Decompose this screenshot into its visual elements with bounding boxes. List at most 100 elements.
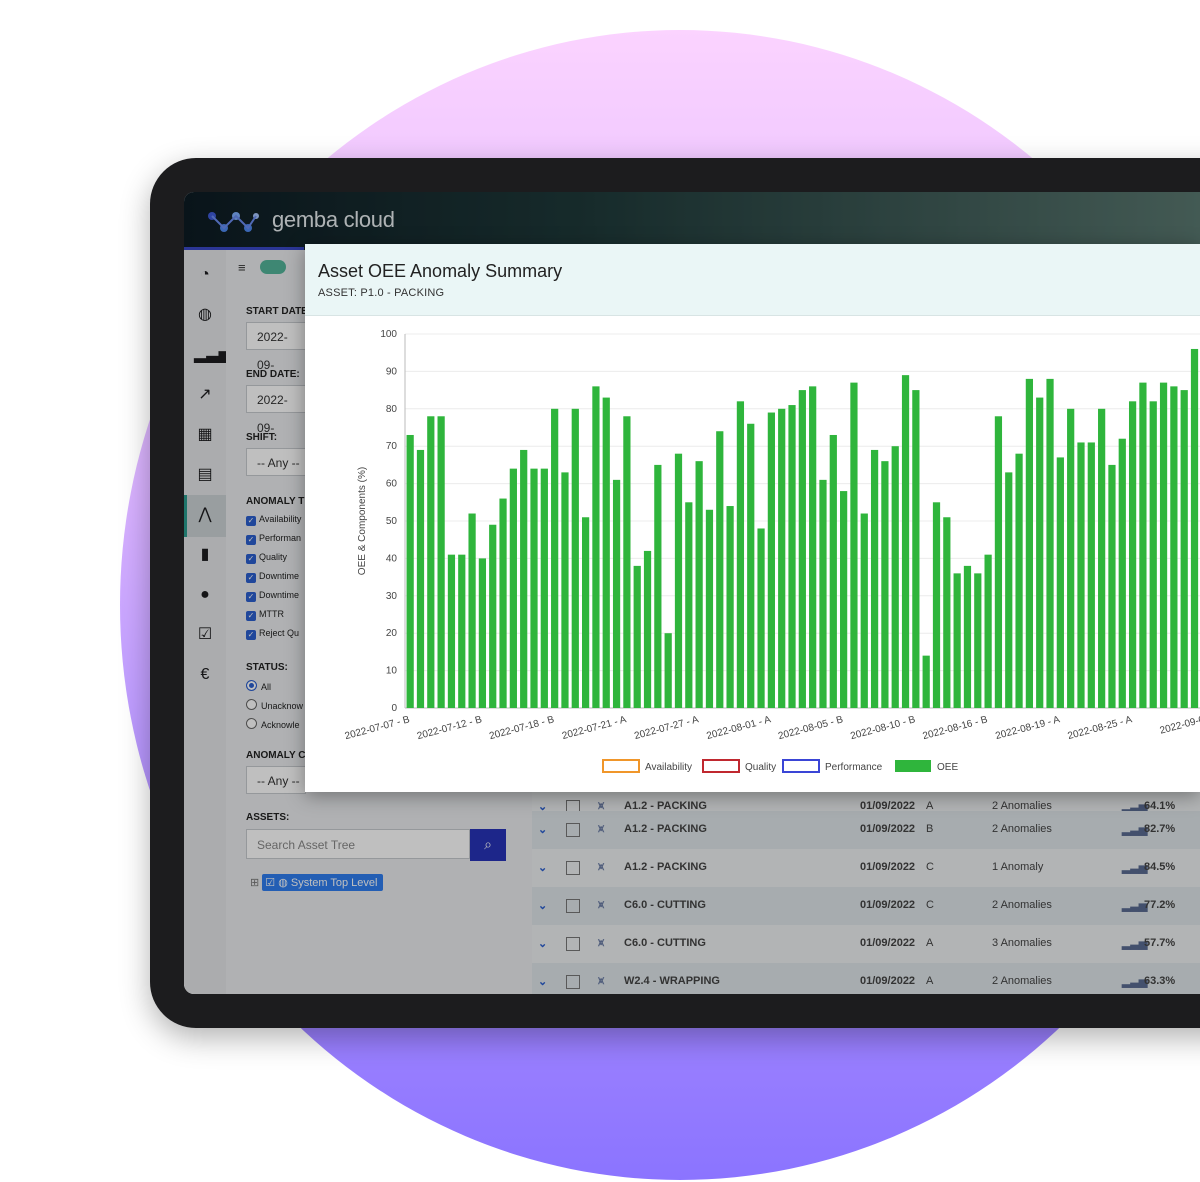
row-date: 01/09/2022 — [860, 975, 916, 987]
table-row[interactable]: ⌄ ⩙ A1.2 - PACKING 01/09/2022 B 2 Anomal… — [532, 811, 1200, 849]
row-shift: C — [926, 861, 934, 873]
topbar-accent — [184, 247, 304, 250]
trend-icon[interactable]: ↗ — [198, 386, 212, 403]
calendar-edit-icon[interactable]: ▤ — [197, 466, 213, 483]
status-unacknowledged-radio[interactable]: Unacknow — [246, 699, 303, 711]
oee-bar — [643, 550, 652, 708]
row-shift: A — [926, 937, 934, 949]
status-all-radio[interactable]: All — [246, 680, 271, 692]
start-date-input[interactable]: 2022-09- — [246, 322, 306, 372]
sidebar-active-highlight — [184, 495, 229, 537]
anomaly-icon[interactable]: ⋀ — [198, 506, 212, 523]
row-anomalies[interactable]: 3 Anomalies — [992, 937, 1052, 949]
anomaly-type-performance[interactable]: ✓ Performan — [246, 533, 302, 545]
filter-toggle[interactable] — [260, 260, 286, 274]
tree-root-node[interactable]: ☑ ◍ System Top Level — [262, 874, 384, 891]
table-row[interactable]: ⌄ ⩙ A1.2 - PACKING 01/09/2022 A 2 Anomal… — [532, 788, 1200, 826]
chevron-down-icon[interactable]: ⌄ — [538, 938, 548, 950]
row-anomalies[interactable]: 2 Anomalies — [992, 823, 1052, 835]
brand-name: gemba cloud — [272, 207, 395, 232]
anomaly-type-mttr[interactable]: ✓ MTTR — [246, 609, 284, 621]
table-row[interactable]: ⌄ ⩙ C6.0 - CUTTING 01/09/2022 C 2 Anomal… — [532, 887, 1200, 925]
status-acknowledged-radio[interactable]: Acknowle — [246, 718, 300, 730]
y-tick-label: 30 — [386, 591, 398, 602]
modal-title: Asset OEE Anomaly Summary — [318, 261, 563, 281]
y-axis-label: OEE & Components (%) — [357, 467, 368, 575]
asset-tree: ⊞ ☑ ◍ System Top Level — [250, 874, 384, 891]
y-tick-label: 100 — [380, 329, 397, 340]
oee-bar — [664, 633, 672, 708]
legend-label: Availability — [645, 762, 692, 773]
oee-bar — [912, 390, 920, 708]
bulb-icon[interactable]: ● — [200, 586, 210, 603]
oee-bar — [654, 464, 662, 708]
anomaly-type-downtime[interactable]: ✓ Downtime — [246, 571, 300, 583]
oee-bar — [767, 412, 775, 708]
chevron-down-icon[interactable]: ⌄ — [538, 976, 548, 988]
table-row[interactable]: ⌄ ⩙ A1.2 - PACKING 01/09/2022 C 1 Anomal… — [532, 849, 1200, 887]
row-anomalies[interactable]: 2 Anomalies — [992, 800, 1052, 812]
filter-settings-icon[interactable]: ≡ — [238, 260, 246, 275]
anomaly-c-label: ANOMALY C — [246, 750, 306, 761]
search-icon[interactable]: ⌕ — [470, 829, 506, 861]
anomaly-type-availability[interactable]: ✓ Availability — [246, 514, 302, 526]
y-tick-label: 80 — [386, 404, 398, 415]
anomaly-type-reject-quality[interactable]: ✓ Reject Qu — [246, 628, 300, 640]
table-row[interactable]: ⌄ ⩙ C6.0 - CUTTING 01/09/2022 A 3 Anomal… — [532, 925, 1200, 963]
oee-bar — [994, 416, 1003, 708]
assets-label: ASSETS: — [246, 812, 290, 823]
oee-bar — [1067, 408, 1075, 708]
row-checkbox[interactable] — [566, 899, 580, 913]
chevron-down-icon[interactable]: ⌄ — [538, 862, 548, 874]
asset-search-input[interactable]: Search Asset Tree — [246, 829, 470, 859]
row-anomalies[interactable]: 2 Anomalies — [992, 899, 1052, 911]
oee-bar — [819, 479, 827, 708]
oee-bar — [1180, 390, 1188, 708]
chevron-down-icon[interactable]: ⌄ — [538, 824, 548, 836]
chevron-down-icon[interactable]: ⌄ — [538, 900, 548, 912]
oee-bar — [551, 408, 559, 708]
shift-label: SHIFT: — [246, 432, 278, 443]
row-checkbox[interactable] — [566, 975, 580, 989]
chevron-down-icon[interactable]: ⌄ — [538, 801, 548, 813]
shift-select[interactable]: -- Any -- — [246, 448, 306, 476]
row-oee: 84.5% — [1144, 861, 1176, 873]
oee-bar — [891, 446, 899, 708]
anomaly-types-label: ANOMALY T — [246, 496, 305, 507]
oee-bar — [1077, 442, 1085, 708]
y-tick-label: 40 — [386, 553, 398, 564]
gauge-icon[interactable]: ◔ — [200, 266, 210, 283]
globe-icon[interactable]: ◍ — [198, 306, 212, 323]
book-icon[interactable]: ▮ — [200, 546, 210, 563]
row-checkbox[interactable] — [566, 937, 580, 951]
euro-icon[interactable]: € — [200, 666, 210, 683]
row-checkbox[interactable] — [566, 823, 580, 837]
oee-chart: 0 10 20 30 40 50 60 70 80 90 100 OEE & Components (… — [344, 329, 1200, 773]
oee-bar — [963, 565, 972, 708]
row-checkbox[interactable] — [566, 861, 580, 875]
sidebar: ◔ ◍ ▂▃▅ ↗ ▦ ▤ ⋀ ▮ ● ☑ € — [184, 250, 231, 994]
y-tick-label: 20 — [386, 628, 398, 639]
modal-header: Asset OEE Anomaly Summary ASSET: P1.0 - … — [305, 244, 1200, 316]
anomaly-type-downtime-2[interactable]: ✓ Downtime — [246, 590, 300, 602]
end-date-input[interactable]: 2022-09- — [246, 385, 306, 435]
check-icon[interactable]: ☑ — [197, 626, 213, 643]
oee-bar — [540, 468, 548, 708]
oee-bar — [685, 502, 693, 708]
row-anomalies[interactable]: 1 Anomaly — [992, 861, 1044, 873]
calendar-icon[interactable]: ▦ — [197, 426, 213, 443]
oee-bar — [592, 386, 600, 708]
chart-icon: ⩙ — [598, 861, 605, 873]
oee-bar — [427, 416, 435, 708]
oee-bar — [953, 573, 961, 708]
oee-bar — [860, 513, 868, 708]
oee-bar — [1036, 397, 1044, 708]
tree-expand-icon[interactable]: ⊞ — [250, 877, 260, 889]
legend-label: Quality — [745, 762, 776, 773]
chart-icon: ⩙ — [598, 800, 605, 812]
row-anomalies[interactable]: 2 Anomalies — [992, 975, 1052, 987]
table-row[interactable]: ⌄ ⩙ W2.4 - WRAPPING 01/09/2022 A 2 Anoma… — [532, 963, 1200, 994]
anomaly-c-select[interactable]: -- Any -- — [246, 766, 306, 794]
oee-bar — [809, 386, 817, 708]
anomaly-type-quality[interactable]: ✓ Quality — [246, 552, 288, 564]
